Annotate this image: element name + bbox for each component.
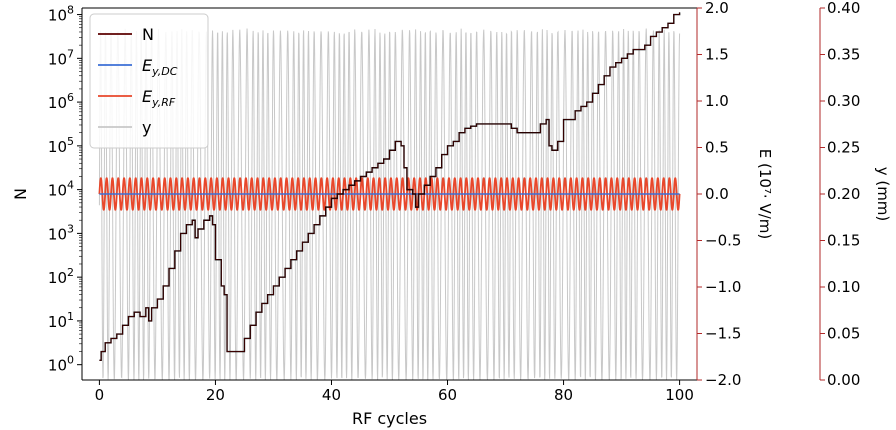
- y-right1-tick-label: 1.5: [705, 46, 729, 64]
- y-right2-tick-label: 0.25: [827, 139, 860, 157]
- legend-label: y: [142, 118, 151, 137]
- axes: 0 20 40 60 80 100 RF cycles 100 101 102 103 104 105 1…: [11, 0, 892, 428]
- y-left-tick-label: 103: [48, 222, 74, 243]
- y-right1-tick-label: 1.0: [705, 92, 729, 110]
- y-left-tick-label: 102: [48, 266, 74, 287]
- series-n-line-tint: [99, 12, 680, 361]
- series-y-line: [98, 28, 681, 380]
- y-right1-tick-label: 0.5: [705, 139, 729, 157]
- y-right1-tick-label: −1.5: [705, 325, 741, 343]
- y-left-tick-label: 104: [48, 179, 74, 200]
- y-right2-tick-label: 0.15: [827, 232, 860, 250]
- x-tick-label: 20: [206, 386, 225, 404]
- y-right2-axis-label: y (mm): [874, 167, 892, 222]
- plot-area: [98, 12, 681, 380]
- y-left-tick-label: 107: [48, 47, 74, 68]
- y-right2-tick-label: 0.35: [827, 46, 860, 64]
- y-right1-tick-label: 0.0: [705, 185, 729, 203]
- y-right1-tick-label: −1.0: [705, 278, 741, 296]
- y-right2-tick-label: 0.40: [827, 0, 860, 17]
- legend: N Ey,DC Ey,RF y: [89, 13, 209, 149]
- x-tick-label: 40: [322, 386, 341, 404]
- y-left-axis-label: N: [11, 188, 30, 200]
- legend-label: Ey,DC: [142, 56, 178, 78]
- y-left-tick-label: 101: [48, 310, 74, 331]
- y-right2-tick-label: 0.30: [827, 92, 860, 110]
- y-right2-tick-label: 0.00: [827, 371, 860, 389]
- x-tick-label: 80: [554, 386, 573, 404]
- y-left-tick-label: 105: [48, 135, 74, 156]
- x-tick-label: 100: [665, 386, 694, 404]
- y-right1-tick-label: −0.5: [705, 232, 741, 250]
- y-right1-axis-label: E (10⁷· V/m): [756, 149, 774, 240]
- y-right1-tick-label: 2.0: [705, 0, 729, 17]
- y-right2-tick-label: 0.20: [827, 185, 860, 203]
- legend-label: Ey,RF: [142, 87, 176, 109]
- y-right1-tick-label: −2.0: [705, 371, 741, 389]
- legend-label: N: [142, 25, 154, 44]
- plot-clip: [98, 12, 681, 380]
- y-left-tick-label: 106: [48, 91, 74, 112]
- y-left-tick-label: 100: [48, 354, 74, 375]
- x-tick-label: 0: [95, 386, 105, 404]
- y-right2-tick-label: 0.10: [827, 278, 860, 296]
- x-axis-label: RF cycles: [352, 409, 427, 428]
- y-right2-tick-label: 0.05: [827, 325, 860, 343]
- x-tick-label: 60: [438, 386, 457, 404]
- y-left-tick-label: 108: [48, 4, 74, 25]
- legend-box: [89, 13, 209, 149]
